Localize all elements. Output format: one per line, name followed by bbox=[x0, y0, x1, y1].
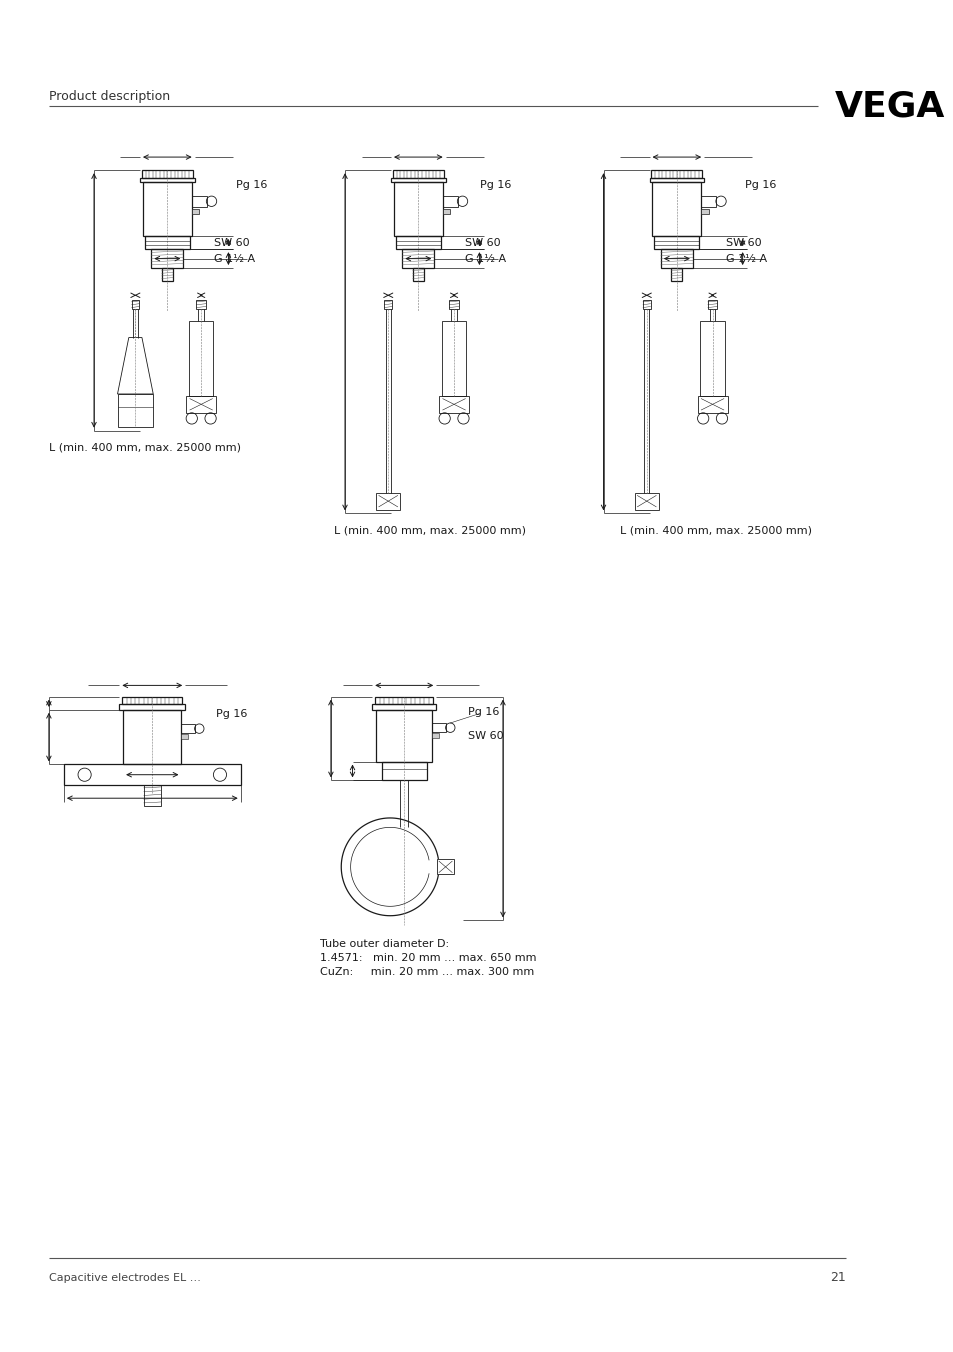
Bar bbox=[402, 249, 434, 268]
Text: L (min. 400 mm, max. 25000 mm): L (min. 400 mm, max. 25000 mm) bbox=[619, 526, 812, 535]
Bar bbox=[413, 268, 423, 281]
Bar bbox=[442, 196, 457, 207]
Text: CuZn:     min. 20 mm … max. 300 mm: CuZn: min. 20 mm … max. 300 mm bbox=[319, 967, 534, 977]
Bar bbox=[393, 170, 443, 177]
Text: Pg 16: Pg 16 bbox=[480, 180, 511, 191]
Bar bbox=[375, 696, 433, 704]
Bar bbox=[432, 733, 438, 738]
Bar bbox=[117, 393, 153, 427]
Bar bbox=[140, 177, 194, 181]
Bar bbox=[372, 704, 436, 710]
Bar bbox=[143, 181, 192, 237]
Text: 1.4571:   min. 20 mm … max. 650 mm: 1.4571: min. 20 mm … max. 650 mm bbox=[319, 953, 536, 963]
Text: G 1¹⁄₂ A: G 1¹⁄₂ A bbox=[725, 254, 766, 264]
Bar bbox=[395, 237, 440, 249]
Bar bbox=[652, 181, 700, 237]
Bar bbox=[654, 237, 699, 249]
Text: Tube outer diameter D:: Tube outer diameter D: bbox=[319, 938, 448, 949]
Text: L (min. 400 mm, max. 25000 mm): L (min. 400 mm, max. 25000 mm) bbox=[49, 442, 240, 453]
Bar bbox=[391, 177, 445, 181]
Bar bbox=[122, 696, 182, 704]
Bar bbox=[436, 860, 454, 875]
Bar bbox=[651, 170, 701, 177]
Bar bbox=[707, 300, 717, 310]
Text: L (min. 400 mm, max. 25000 mm): L (min. 400 mm, max. 25000 mm) bbox=[334, 526, 525, 535]
Text: Pg 16: Pg 16 bbox=[468, 707, 499, 717]
Text: SW 60: SW 60 bbox=[468, 731, 503, 741]
Bar bbox=[181, 734, 188, 740]
Bar bbox=[649, 177, 703, 181]
Text: Pg 16: Pg 16 bbox=[216, 708, 248, 719]
Bar bbox=[442, 208, 450, 215]
Bar bbox=[438, 396, 469, 412]
Text: G 1¹⁄₂ A: G 1¹⁄₂ A bbox=[214, 254, 255, 264]
Bar bbox=[181, 723, 194, 733]
Bar bbox=[700, 320, 724, 396]
Bar bbox=[697, 396, 727, 412]
Bar bbox=[432, 723, 445, 733]
Bar bbox=[119, 704, 185, 710]
Text: SW 60: SW 60 bbox=[465, 238, 500, 247]
Text: Pg 16: Pg 16 bbox=[743, 180, 775, 191]
Bar bbox=[152, 249, 183, 268]
Bar bbox=[144, 786, 161, 806]
Bar bbox=[660, 249, 692, 268]
Text: G 1¹⁄₂ A: G 1¹⁄₂ A bbox=[465, 254, 506, 264]
Bar bbox=[186, 396, 216, 412]
Bar bbox=[375, 492, 400, 510]
Text: Pg 16: Pg 16 bbox=[235, 180, 267, 191]
Bar bbox=[189, 320, 213, 396]
Text: Capacitive electrodes EL …: Capacitive electrodes EL … bbox=[49, 1272, 200, 1283]
Bar bbox=[700, 208, 708, 215]
Bar bbox=[161, 268, 172, 281]
Bar bbox=[700, 196, 716, 207]
Bar bbox=[132, 300, 139, 310]
Bar bbox=[375, 710, 432, 761]
Bar bbox=[142, 170, 193, 177]
Bar bbox=[634, 492, 659, 510]
Bar bbox=[441, 320, 466, 396]
Bar bbox=[449, 300, 458, 310]
Bar bbox=[642, 300, 650, 310]
Bar bbox=[64, 764, 240, 786]
Text: SW 60: SW 60 bbox=[214, 238, 250, 247]
Bar bbox=[123, 710, 181, 764]
Text: 21: 21 bbox=[829, 1271, 845, 1284]
Text: SW 60: SW 60 bbox=[725, 238, 760, 247]
Bar bbox=[671, 268, 681, 281]
Text: Product description: Product description bbox=[49, 91, 170, 103]
Text: VEGA: VEGA bbox=[834, 89, 944, 123]
Bar bbox=[192, 196, 207, 207]
Bar bbox=[381, 761, 426, 780]
Bar bbox=[384, 300, 392, 310]
Bar bbox=[145, 237, 190, 249]
Bar bbox=[394, 181, 442, 237]
Bar bbox=[196, 300, 206, 310]
Bar bbox=[192, 208, 199, 215]
